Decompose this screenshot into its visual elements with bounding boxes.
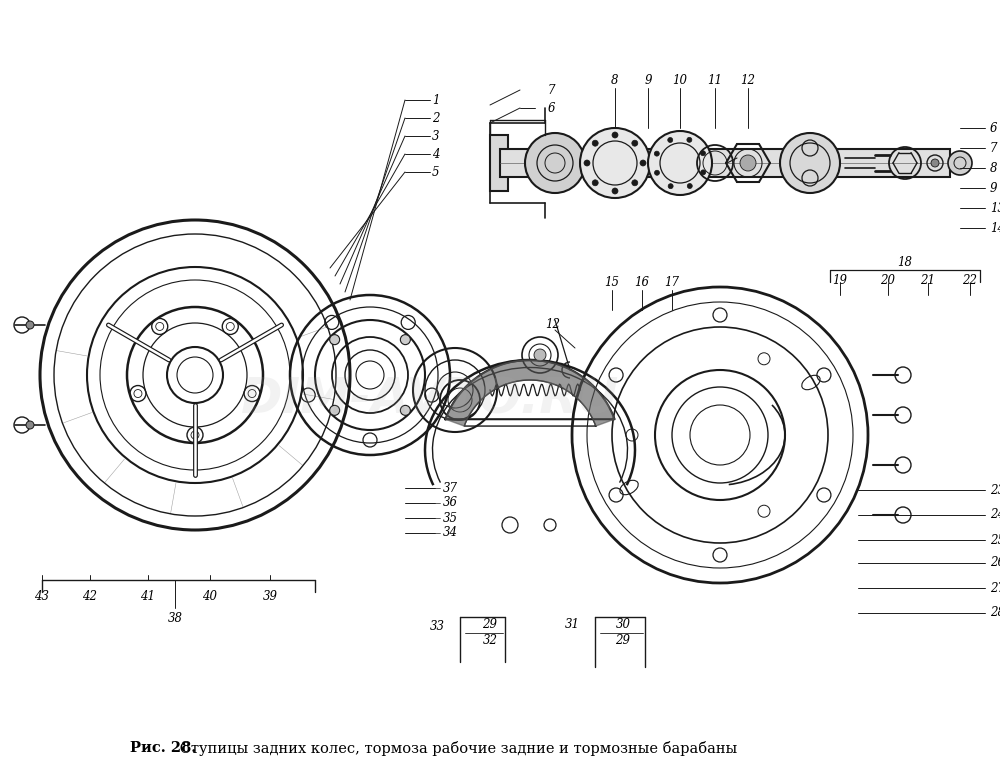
Circle shape: [400, 335, 410, 345]
Text: 2: 2: [432, 112, 440, 125]
Text: 5: 5: [432, 165, 440, 179]
Text: 20: 20: [881, 274, 896, 286]
Circle shape: [948, 151, 972, 175]
Text: Ступицы задних колес, тормоза рабочие задние и тормозные барабаны: Ступицы задних колес, тормоза рабочие за…: [175, 740, 737, 756]
Circle shape: [687, 183, 692, 189]
Text: 33: 33: [430, 621, 445, 633]
Circle shape: [668, 137, 673, 143]
Circle shape: [525, 133, 585, 193]
Text: 42: 42: [82, 590, 98, 602]
Circle shape: [400, 406, 410, 416]
Text: 12: 12: [546, 318, 560, 331]
Text: 40: 40: [202, 590, 218, 602]
Text: 34: 34: [443, 526, 458, 540]
Text: 10: 10: [672, 73, 688, 87]
Circle shape: [592, 180, 598, 186]
Circle shape: [580, 128, 650, 198]
Circle shape: [701, 170, 706, 175]
Text: DIM-AVTO.RU: DIM-AVTO.RU: [241, 376, 619, 424]
Text: 9: 9: [644, 73, 652, 87]
Circle shape: [612, 132, 618, 138]
Text: 7: 7: [548, 83, 556, 97]
Circle shape: [534, 349, 546, 361]
Text: 17: 17: [664, 275, 680, 289]
Circle shape: [584, 160, 590, 166]
Circle shape: [640, 160, 646, 166]
FancyBboxPatch shape: [648, 153, 660, 173]
Circle shape: [780, 133, 840, 193]
Text: 24: 24: [990, 509, 1000, 522]
Circle shape: [592, 140, 598, 146]
Text: 43: 43: [34, 590, 50, 602]
Text: 37: 37: [443, 481, 458, 495]
Circle shape: [632, 180, 638, 186]
Circle shape: [668, 183, 673, 189]
Circle shape: [612, 188, 618, 194]
Text: 27: 27: [990, 582, 1000, 594]
Text: 39: 39: [262, 590, 278, 602]
Circle shape: [330, 335, 340, 345]
Text: 19: 19: [832, 274, 848, 286]
Text: 7: 7: [990, 141, 998, 154]
Text: 28: 28: [990, 607, 1000, 619]
Text: 4: 4: [432, 147, 440, 161]
Text: 14: 14: [990, 222, 1000, 235]
Circle shape: [701, 151, 706, 156]
Circle shape: [654, 151, 659, 156]
Circle shape: [26, 321, 34, 329]
Text: 15: 15: [604, 275, 620, 289]
Text: 25: 25: [990, 534, 1000, 547]
Circle shape: [931, 159, 939, 167]
Text: 30: 30: [616, 619, 631, 632]
Text: 31: 31: [565, 619, 580, 632]
Circle shape: [648, 131, 712, 195]
Text: Рис. 28.: Рис. 28.: [130, 741, 196, 755]
Text: 8: 8: [611, 73, 619, 87]
Text: 3: 3: [432, 129, 440, 143]
Circle shape: [26, 421, 34, 429]
Circle shape: [687, 137, 692, 142]
Text: 9: 9: [990, 182, 998, 194]
Text: 29: 29: [616, 634, 631, 647]
Text: 21: 21: [920, 274, 936, 286]
Text: 18: 18: [898, 256, 912, 268]
Circle shape: [654, 170, 659, 176]
Text: 1: 1: [432, 94, 440, 107]
FancyBboxPatch shape: [500, 149, 950, 177]
Text: 22: 22: [962, 274, 978, 286]
Text: 6: 6: [990, 122, 998, 134]
Text: 12: 12: [740, 73, 756, 87]
Text: 41: 41: [140, 590, 156, 602]
Text: 29: 29: [482, 619, 498, 632]
Text: 8: 8: [990, 161, 998, 175]
Text: 16: 16: [635, 275, 650, 289]
Text: 32: 32: [482, 634, 498, 647]
Text: 11: 11: [708, 73, 722, 87]
Circle shape: [330, 406, 340, 416]
Text: 6: 6: [548, 101, 556, 115]
Text: 36: 36: [443, 497, 458, 509]
Polygon shape: [445, 360, 615, 426]
Circle shape: [632, 140, 638, 146]
Text: 13: 13: [990, 201, 1000, 215]
Text: 23: 23: [990, 484, 1000, 497]
Text: 38: 38: [168, 612, 182, 625]
Text: 26: 26: [990, 556, 1000, 569]
Text: 35: 35: [443, 512, 458, 524]
Circle shape: [740, 155, 756, 171]
FancyBboxPatch shape: [490, 135, 508, 191]
